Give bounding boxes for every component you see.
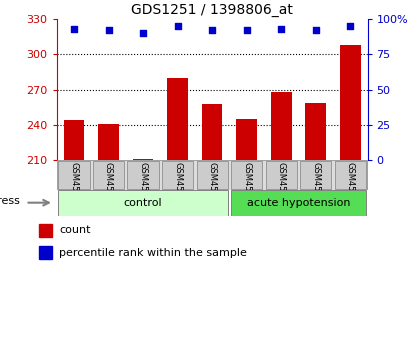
Bar <box>39 246 52 259</box>
Text: GSM45192: GSM45192 <box>346 162 355 207</box>
Text: GSM45191: GSM45191 <box>311 162 320 207</box>
FancyBboxPatch shape <box>265 161 297 189</box>
Point <box>278 26 284 32</box>
Text: GSM45190: GSM45190 <box>277 162 286 207</box>
Bar <box>39 224 52 237</box>
Point <box>312 28 319 33</box>
Bar <box>133 159 153 160</box>
Text: acute hypotension: acute hypotension <box>247 198 350 208</box>
Bar <box>236 119 257 160</box>
Point <box>71 26 77 32</box>
FancyBboxPatch shape <box>231 190 366 216</box>
Text: count: count <box>59 225 90 235</box>
Text: GSM45189: GSM45189 <box>173 162 182 207</box>
Point <box>174 23 181 29</box>
Text: GSM45193: GSM45193 <box>207 162 217 207</box>
FancyBboxPatch shape <box>93 161 124 189</box>
Text: GSM45188: GSM45188 <box>242 162 251 207</box>
Point <box>243 28 250 33</box>
Text: percentile rank within the sample: percentile rank within the sample <box>59 248 247 258</box>
Point <box>347 23 354 29</box>
Point <box>105 28 112 33</box>
FancyBboxPatch shape <box>58 161 89 189</box>
Bar <box>63 120 84 160</box>
Bar <box>305 103 326 160</box>
Bar <box>202 104 223 160</box>
FancyBboxPatch shape <box>58 190 228 216</box>
FancyBboxPatch shape <box>128 161 159 189</box>
FancyBboxPatch shape <box>300 161 331 189</box>
Text: control: control <box>124 198 163 208</box>
Text: GSM45184: GSM45184 <box>69 162 79 207</box>
Text: GSM45186: GSM45186 <box>104 162 113 207</box>
Point <box>140 30 147 36</box>
Title: GDS1251 / 1398806_at: GDS1251 / 1398806_at <box>131 2 293 17</box>
Text: stress: stress <box>0 196 20 206</box>
FancyBboxPatch shape <box>162 161 193 189</box>
Bar <box>98 124 119 160</box>
Point <box>209 28 215 33</box>
FancyBboxPatch shape <box>197 161 228 189</box>
Bar <box>271 92 291 160</box>
FancyBboxPatch shape <box>335 161 366 189</box>
Text: GSM45187: GSM45187 <box>139 162 147 207</box>
Bar <box>167 78 188 160</box>
Bar <box>340 45 361 160</box>
FancyBboxPatch shape <box>231 161 262 189</box>
